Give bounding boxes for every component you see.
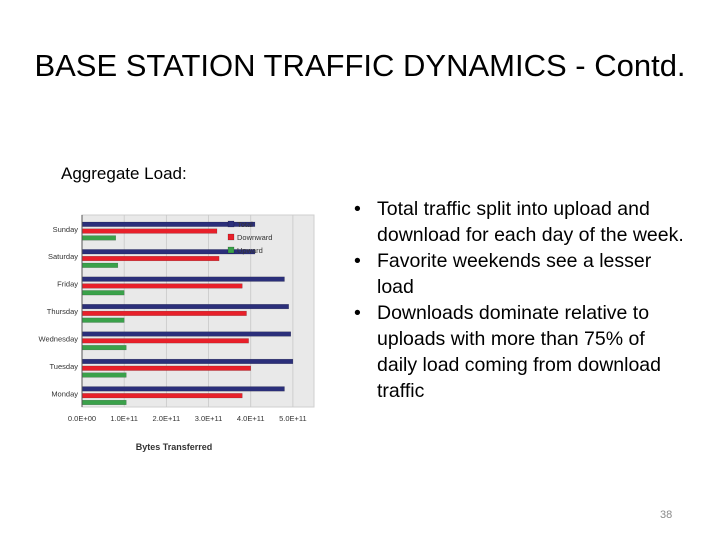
x-tick-label: 0.0E+00	[68, 414, 96, 423]
slide-title: BASE STATION TRAFFIC DYNAMICS - Contd.	[34, 48, 686, 83]
bar-downward-friday	[81, 283, 243, 289]
bullet-dot: •	[354, 250, 361, 272]
category-labels: Sunday Saturday Friday Thursday Wednesday Tue…	[39, 225, 79, 399]
bar-upward-monday	[81, 399, 127, 405]
x-axis-label: Bytes Transferred	[136, 442, 213, 452]
legend-swatch	[227, 233, 235, 241]
x-tick-labels: 0.0E+00 1.0E+11 2.0E+11 3.0E+11 4.0E+11 5.0E+…	[68, 414, 307, 423]
category-label: Sunday	[53, 225, 79, 234]
bar-downward-wednesday	[81, 338, 249, 344]
bar-downward-thursday	[81, 310, 247, 316]
bullet-text: Downloads dominate relative to uploads w…	[377, 302, 661, 402]
bar-total-thursday	[81, 304, 289, 310]
x-tick-label: 4.0E+11	[237, 414, 265, 423]
legend: Total Downward Upward	[227, 220, 272, 255]
bullet-text: Total traffic split into upload and down…	[377, 198, 684, 246]
bar-downward-saturday	[81, 256, 220, 262]
legend-label: Downward	[237, 233, 272, 242]
bars	[81, 221, 294, 405]
category-label: Friday	[57, 280, 78, 289]
bar-downward-monday	[81, 393, 243, 399]
x-tick-label: 5.0E+11	[279, 414, 307, 423]
bar-total-wednesday	[81, 331, 292, 337]
x-tick-label: 1.0E+11	[110, 414, 138, 423]
aggregate-load-chart: Sunday Saturday Friday Thursday Wednesday Tue…	[39, 214, 315, 452]
legend-label: Total	[237, 220, 253, 229]
bullet-dot: •	[354, 198, 361, 220]
category-label: Monday	[51, 389, 78, 398]
bullet-item: • Downloads dominate relative to uploads …	[347, 300, 687, 404]
bar-total-tuesday	[81, 358, 294, 364]
legend-label: Upward	[237, 246, 263, 255]
bar-total-monday	[81, 386, 285, 392]
legend-swatch	[227, 246, 235, 254]
x-tick-label: 2.0E+11	[153, 414, 181, 423]
bar-total-friday	[81, 276, 285, 282]
bullet-text: Favorite weekends see a lesser load	[377, 250, 652, 298]
category-label: Tuesday	[50, 362, 79, 371]
bar-upward-tuesday	[81, 372, 127, 378]
legend-swatch	[227, 220, 235, 228]
bullet-item: • Total traffic split into upload and dow…	[347, 196, 687, 248]
category-label: Wednesday	[39, 335, 79, 344]
bullet-item: • Favorite weekends see a lesser load	[347, 248, 687, 300]
x-tick-label: 3.0E+11	[195, 414, 223, 423]
category-label: Saturday	[48, 252, 78, 261]
bar-upward-wednesday	[81, 345, 127, 351]
bar-downward-tuesday	[81, 365, 251, 371]
bullet-dot: •	[354, 302, 361, 324]
category-label: Thursday	[47, 307, 79, 316]
bar-upward-sunday	[81, 235, 116, 241]
chart-caption: Aggregate Load:	[61, 164, 187, 183]
bullet-list: • Total traffic split into upload and dow…	[347, 196, 687, 404]
bar-upward-saturday	[81, 262, 119, 268]
bar-downward-sunday	[81, 228, 218, 234]
bar-upward-friday	[81, 290, 125, 296]
slide-number: 38	[660, 509, 673, 521]
bar-upward-thursday	[81, 317, 125, 323]
